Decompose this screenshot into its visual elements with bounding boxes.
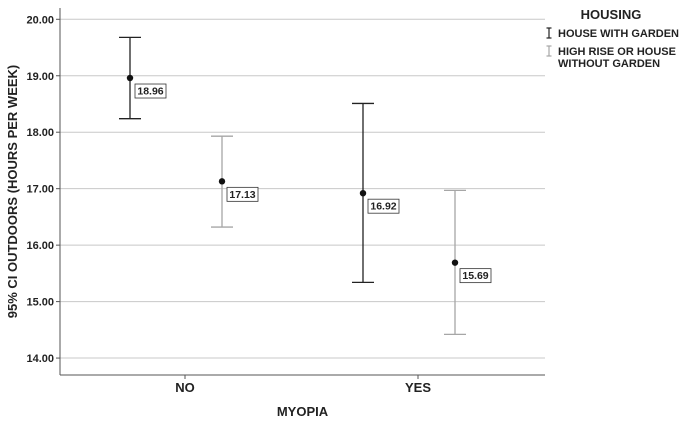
data-label-value: 15.69: [462, 270, 488, 282]
error-bar: [119, 36, 141, 120]
y-tick-label: 17.00: [26, 184, 54, 196]
data-label-box: [459, 268, 492, 284]
data-labels: 18.96 16.92 17.13 15.69: [134, 83, 492, 284]
y-tick-label: 14.00: [26, 353, 54, 365]
data-label-value: 18.96: [137, 86, 163, 98]
legend-title: HOUSING: [581, 7, 642, 22]
data-label-box: [226, 186, 259, 202]
data-label-value: 16.92: [370, 201, 396, 213]
error-bar: [444, 189, 466, 335]
data-label: 18.96: [134, 83, 167, 99]
legend: HOUSING HOUSE WITH GARDEN HIGH RISE OR HO…: [546, 7, 679, 70]
legend-symbol: [546, 27, 552, 39]
data-label: 15.69: [459, 268, 492, 284]
data-label: 16.92: [367, 198, 400, 214]
legend-entry: HOUSE WITH GARDEN: [558, 28, 679, 40]
y-tick-label: 16.00: [26, 240, 54, 252]
legend-entry-line: WITHOUT GARDEN: [558, 58, 660, 70]
x-category-label: YES: [405, 380, 431, 395]
legend-entry-line: HIGH RISE OR HOUSE: [558, 46, 676, 58]
y-tick-label: 15.00: [26, 297, 54, 309]
data-label-value: 17.13: [229, 189, 255, 201]
mean-point: [218, 178, 226, 185]
legend-entry: HIGH RISE OR HOUSE WITHOUT GARDEN: [558, 46, 676, 70]
data-label: 17.13: [226, 186, 259, 202]
legend-symbol: [546, 45, 552, 57]
error-bar: [211, 135, 233, 228]
y-tick-label: 19.00: [26, 71, 54, 83]
mean-point: [126, 74, 134, 82]
x-axis-title: MYOPIA: [277, 404, 329, 419]
data-label-box: [367, 198, 400, 214]
y-axis-title: 95% CI OUTDOORS (HOURS PER WEEK): [5, 65, 20, 319]
data-label-box: [134, 83, 167, 99]
y-tick-label: 18.00: [26, 127, 54, 139]
legend-entry-line: HOUSE WITH GARDEN: [558, 28, 679, 40]
y-tick-labels: 14.00 15.00 16.00 17.00 18.00 19.00 20.00: [26, 14, 54, 365]
error-bar-marks: [119, 36, 466, 335]
mean-point: [359, 189, 367, 197]
x-category-labels: NO YES: [175, 380, 431, 395]
mean-point: [451, 259, 459, 266]
error-bar: [352, 102, 374, 284]
axes: [56, 8, 545, 379]
gridlines: [60, 18, 545, 359]
x-category-label: NO: [175, 380, 195, 395]
y-tick-label: 20.00: [26, 14, 54, 26]
